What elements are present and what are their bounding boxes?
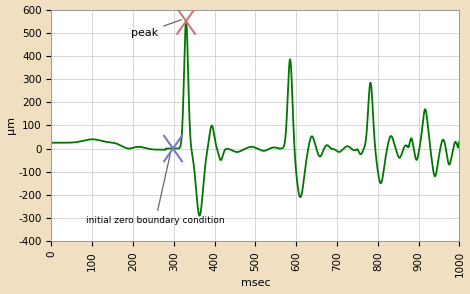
Text: peak: peak (131, 20, 181, 38)
X-axis label: msec: msec (241, 278, 270, 288)
Text: initial zero boundary condition: initial zero boundary condition (86, 153, 225, 225)
Y-axis label: μm: μm (6, 116, 16, 134)
